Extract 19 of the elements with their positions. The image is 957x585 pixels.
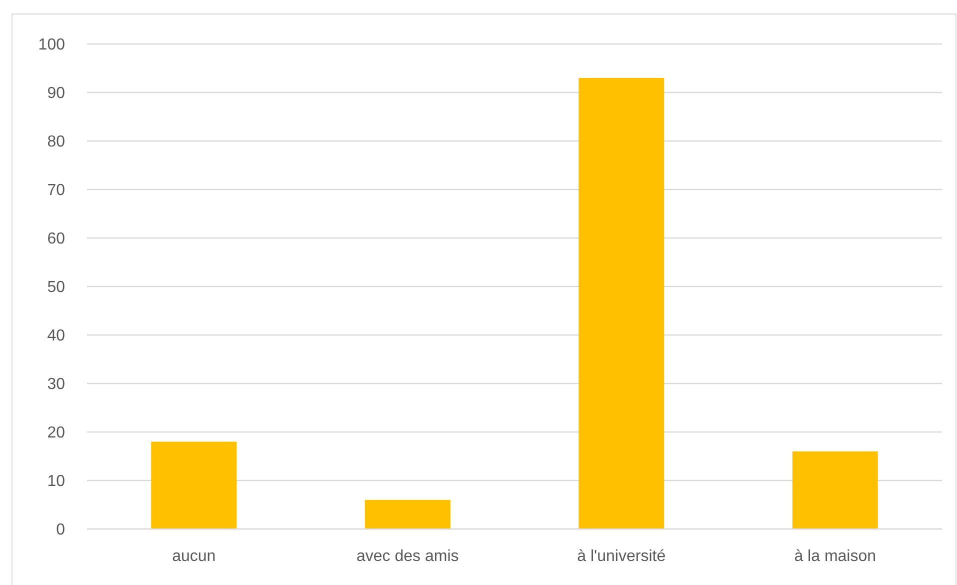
y-tick-label: 20 [47, 424, 66, 442]
bar [792, 451, 878, 529]
y-tick-label: 70 [47, 182, 66, 200]
y-tick-label: 50 [47, 279, 66, 296]
bar [151, 442, 237, 529]
y-tick-label: 30 [47, 376, 66, 394]
x-tick-label: aucun [172, 548, 216, 565]
x-tick-label: à l'université [577, 548, 666, 565]
y-tick-label: 10 [47, 473, 66, 490]
bar [364, 500, 450, 529]
x-tick-label: avec des amis [356, 548, 459, 565]
y-tick-label: 90 [47, 85, 66, 102]
y-tick-label: 40 [47, 328, 66, 345]
bar [578, 78, 664, 529]
y-tick-label: 60 [47, 230, 66, 248]
y-tick-label: 80 [47, 134, 66, 151]
y-tick-label: 0 [56, 522, 66, 539]
x-tick-label: à la maison [794, 548, 876, 565]
y-tick-label: 100 [38, 36, 66, 54]
